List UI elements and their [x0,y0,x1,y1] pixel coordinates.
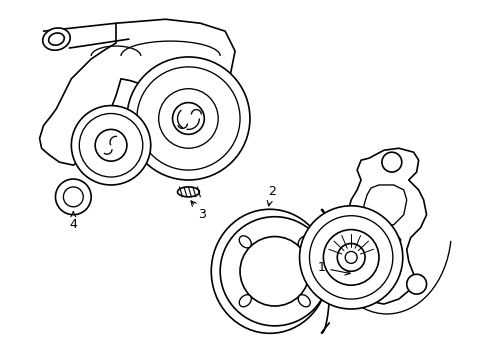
Circle shape [55,179,91,215]
Circle shape [172,103,204,134]
Circle shape [323,230,378,285]
Circle shape [63,187,83,207]
Text: 1: 1 [317,261,349,275]
Circle shape [345,251,356,264]
Polygon shape [365,230,400,257]
Ellipse shape [177,187,199,197]
Ellipse shape [239,236,251,248]
Ellipse shape [211,209,327,333]
Ellipse shape [42,28,70,50]
Circle shape [79,113,142,177]
Circle shape [299,206,402,309]
Circle shape [137,67,240,170]
Circle shape [240,237,309,306]
Circle shape [95,129,127,161]
Circle shape [158,89,218,148]
Ellipse shape [298,295,309,307]
Polygon shape [364,185,406,228]
Circle shape [406,274,426,294]
Text: 2: 2 [267,185,275,206]
Text: 4: 4 [69,212,77,231]
Circle shape [337,243,365,271]
Ellipse shape [48,33,64,45]
Circle shape [71,105,150,185]
Ellipse shape [298,236,309,248]
Circle shape [381,152,401,172]
Circle shape [309,216,392,299]
Polygon shape [40,19,235,165]
Circle shape [127,57,249,180]
Circle shape [220,217,328,326]
Ellipse shape [239,295,251,307]
Text: 3: 3 [191,201,206,221]
Polygon shape [346,148,426,304]
